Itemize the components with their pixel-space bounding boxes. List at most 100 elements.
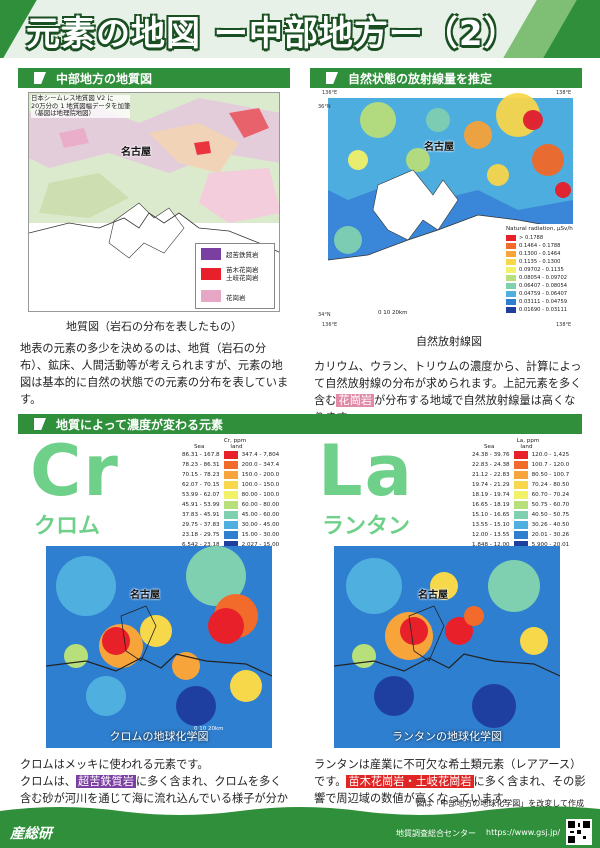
qr-code-icon[interactable]	[566, 819, 592, 845]
radiation-legend-row: 0.09702 - 0.1135	[504, 266, 576, 274]
legend-sea-range: 53.99 - 62.07	[182, 492, 220, 498]
radiation-legend-row: 0.04759 - 0.06407	[504, 290, 576, 298]
legend-swatch	[223, 501, 238, 509]
legend-swatch	[223, 521, 238, 529]
radiation-legend-row: 0.06407 - 0.08054	[504, 282, 576, 290]
radiation-paragraph: カリウム、ウラン、トリウムの濃度から、計算によって自然放射線の分布が求められます…	[314, 358, 586, 426]
footer-org[interactable]: 地質調査総合センター	[396, 829, 476, 838]
cr-legend-table: 86.31 - 167.8 347.4 - 7,804 78.23 - 86.31 2…	[180, 450, 281, 550]
cr-kana: クロム	[34, 514, 101, 539]
legend-swatch	[513, 451, 528, 459]
legend-sea-range: 16.65 - 18.19	[472, 502, 510, 508]
legend-sea-range: 70.15 - 78.23	[182, 472, 220, 478]
legend-sea-range: 1.848 - 12.00	[472, 542, 510, 548]
legend-sea-range: 78.23 - 86.31	[182, 462, 220, 468]
legend-row: 15.10 - 16.65 40.50 - 50.75	[470, 510, 571, 520]
la-symbol: La	[318, 430, 414, 512]
la-col-sea: Sea	[484, 444, 495, 450]
coord-lat-top: 36°N	[318, 104, 331, 110]
legend-sea-range: 23.18 - 29.75	[182, 532, 220, 538]
legend-swatch	[223, 481, 238, 489]
legend-sea-range: 45.91 - 53.99	[182, 502, 220, 508]
city-label-nagoya: 名古屋	[130, 590, 160, 601]
legend-sea-range: 29.75 - 37.83	[182, 522, 220, 528]
radiation-scale-bar: 0 10 20km	[378, 310, 408, 316]
legend-land-range: 80.50 - 100.7	[531, 472, 570, 478]
legend-row: 16.65 - 18.19 50.75 - 60.70	[470, 500, 571, 510]
radiation-text-a: カリウム、ウラン、トリウムの濃度から、計算によって自然放射線の分布が求められます…	[314, 360, 582, 407]
radiation-map: 136°E 138°E 36°N 34°N 136°E 138°E 名古屋 Na…	[318, 90, 580, 330]
legend-sea-range: 21.12 - 22.83	[472, 472, 510, 478]
cr-col-sea: Sea	[194, 444, 205, 450]
legend-swatch	[506, 251, 516, 257]
legend-row: 78.23 - 86.31 200.0 - 347.4	[180, 460, 281, 470]
radiation-legend-row: 0.08054 - 0.09702	[504, 274, 576, 282]
legend-land-range: 60.00 - 80.00	[241, 502, 280, 508]
legend-land-range: 80.00 - 100.0	[241, 492, 280, 498]
la-text-a: ランタンは産業に不可欠な希土類元素（レアアース）です。	[314, 758, 582, 788]
city-label-nagoya: 名古屋	[121, 147, 151, 158]
legend-land-range: 347.4 - 7,804	[241, 452, 280, 458]
radiation-legend-row: 0.1464 - 0.1788	[504, 242, 576, 250]
city-label-nagoya: 名古屋	[418, 590, 448, 601]
legend-swatch	[513, 481, 528, 489]
coord-bottom-left: 136°E	[322, 322, 338, 328]
legend-swatch-ultramafic	[201, 248, 221, 260]
legend-row: 21.12 - 22.83 80.50 - 100.7	[470, 470, 571, 480]
legend-label: 0.01690 - 0.03111	[519, 307, 568, 313]
radiation-legend-row: 0.01690 - 0.03111	[504, 306, 576, 314]
naegi-toki-highlight: 苗木花崗岩・土岐花崗岩	[346, 775, 474, 788]
geology-legend: 超苦鉄質岩 苗木花崗岩 土岐花崗岩 花崗岩	[195, 243, 275, 309]
legend-land-range: 60.70 - 70.24	[531, 492, 570, 498]
legend-swatch	[513, 531, 528, 539]
legend-label: > 0.1788	[519, 235, 544, 241]
legend-land-range: 120.0 - 1,425	[531, 452, 570, 458]
legend-sea-range: 18.19 - 19.74	[472, 492, 510, 498]
coord-bottom-right: 138°E	[556, 322, 572, 328]
legend-sea-range: 13.55 - 15.10	[472, 522, 510, 528]
la-kana: ランタン	[322, 514, 411, 539]
la-col-land: land	[520, 444, 533, 450]
la-caption: ランタンの地球化学図	[392, 730, 502, 743]
footer-wave	[0, 806, 600, 817]
legend-land-range: 100.7 - 120.0	[531, 462, 570, 468]
legend-row: 86.31 - 167.8 347.4 - 7,804	[180, 450, 281, 460]
legend-swatch	[223, 511, 238, 519]
geology-map-graphic	[29, 93, 279, 311]
legend-label: 0.06407 - 0.08054	[519, 283, 568, 289]
legend-sea-range: 62.07 - 70.15	[182, 482, 220, 488]
concentration-heading: 地質によって濃度が変わる元素	[18, 414, 582, 434]
radiation-legend-row: 0.03111 - 0.04759	[504, 298, 576, 306]
footer-url[interactable]: https://www.gsj.jp/	[486, 828, 561, 837]
legend-label-ultramafic: 超苦鉄質岩	[226, 251, 259, 259]
legend-label-granite: 花崗岩	[226, 294, 246, 302]
legend-land-range: 150.0 - 200.0	[241, 472, 280, 478]
legend-row: 18.19 - 19.74 60.70 - 70.24	[470, 490, 571, 500]
la-paragraph: ランタンは産業に不可欠な希土類元素（レアアース）です。 苗木花崗岩・土岐花崗岩 に多…	[314, 756, 586, 807]
legend-land-range: 30.26 - 40.50	[531, 522, 570, 528]
la-legend-unit: La, ppm	[516, 438, 540, 444]
legend-swatch	[513, 511, 528, 519]
cr-legend: Cr, ppm Sea land 86.31 - 167.8 347.4 - 7,8…	[180, 438, 290, 550]
cr-map: 名古屋 0 10 20km	[46, 546, 272, 748]
legend-sea-range: 12.00 - 13.55	[472, 532, 510, 538]
legend-land-range: 200.0 - 347.4	[241, 462, 280, 468]
legend-land-range: 2.027 - 15.00	[241, 542, 280, 548]
legend-land-range: 30.00 - 45.00	[241, 522, 280, 528]
legend-sea-range: 19.74 - 21.29	[472, 482, 510, 488]
cr-map-graphic	[46, 546, 272, 748]
legend-row: 23.18 - 29.75 15.00 - 30.00	[180, 530, 281, 540]
geology-map-note: 日本シームレス地質図 V2 に 20万分の 1 地質図幅データを加筆 （基図は地…	[31, 94, 131, 118]
geology-heading: 中部地方の地質図	[18, 68, 290, 88]
ultramafic-highlight: 超苦鉄質岩	[75, 775, 136, 788]
legend-swatch	[513, 471, 528, 479]
la-legend-table: 24.38 - 39.76 120.0 - 1,425 22.83 - 24.38 1…	[470, 450, 571, 550]
legend-swatch	[506, 243, 516, 249]
legend-row: 19.74 - 21.29 70.24 - 80.50	[470, 480, 571, 490]
city-label-nagoya: 名古屋	[424, 142, 454, 153]
cr-col-land: land	[230, 444, 243, 450]
legend-swatch	[223, 531, 238, 539]
legend-swatch	[506, 307, 516, 313]
legend-row: 24.38 - 39.76 120.0 - 1,425	[470, 450, 571, 460]
footer-logo: 産総研	[10, 826, 52, 842]
